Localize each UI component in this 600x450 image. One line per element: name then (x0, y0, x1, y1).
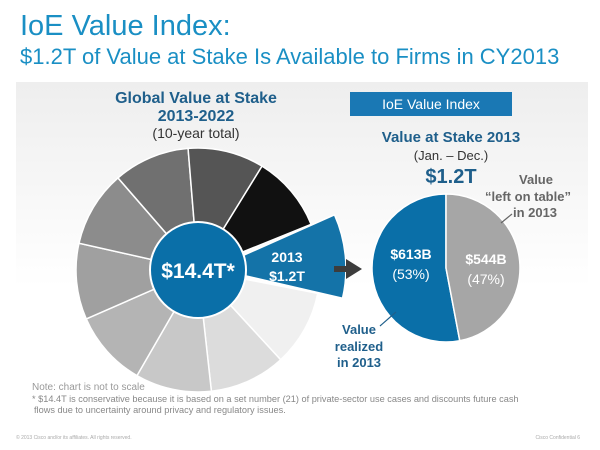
global-value-pie: $14.4T* 2013 $1.2T (75, 147, 347, 393)
ioe-value-index-badge: IoE Value Index (350, 92, 512, 116)
value-2013-pie: $613B (53%) $544B (47%) (371, 193, 521, 343)
left-on-table-callout-1: Value (519, 172, 553, 187)
left-on-table-callout-3: in 2013 (513, 205, 557, 220)
left-on-table-pct-label: (47%) (467, 271, 504, 287)
global-chart-title: Global Value at Stake (115, 90, 277, 107)
left-on-table-callout-2: “left on table” (485, 189, 571, 204)
badge-label: IoE Value Index (382, 96, 480, 112)
asterisk-note-line2: flows due to uncertainty around privacy … (34, 405, 286, 415)
asterisk-note-line1: * $14.4T is conservative because it is b… (32, 394, 519, 404)
arrow-icon (334, 259, 362, 279)
realized-pct-label: (53%) (392, 266, 429, 282)
pie-center-circle (149, 221, 247, 319)
pie-slice (75, 242, 201, 320)
realized-callout-2: realized (335, 339, 383, 354)
global-chart-note: (10-year total) (152, 125, 239, 141)
slice-2013-value-label: $1.2T (269, 268, 305, 284)
callout-line (500, 213, 513, 224)
value-2013-note: (Jan. – Dec.) (414, 148, 488, 163)
center-value-label: $14.4T* (161, 260, 235, 283)
pie-slice-left-on-table (445, 193, 521, 342)
copyright-footer: © 2013 Cisco and/or its affiliates. All … (16, 435, 132, 441)
scale-note: Note: chart is not to scale (32, 382, 145, 393)
realized-callout-1: Value (342, 322, 376, 337)
value-2013-title: Value at Stake 2013 (382, 129, 520, 146)
left-on-table-value-label: $544B (465, 251, 506, 267)
value-2013-total: $1.2T (425, 166, 476, 188)
callout-line (379, 311, 397, 327)
global-chart-years: 2013-2022 (158, 108, 235, 125)
confidential-footer: Cisco Confidential 6 (535, 435, 580, 441)
realized-callout-3: in 2013 (337, 355, 381, 370)
pie-slice-2013 (211, 213, 347, 300)
realized-value-label: $613B (390, 246, 431, 262)
pie-slice-realized (371, 193, 461, 343)
page-subtitle: $1.2T of Value at Stake Is Available to … (20, 44, 560, 69)
page-title: IoE Value Index: (20, 10, 231, 42)
slice-2013-year-label: 2013 (271, 249, 302, 265)
